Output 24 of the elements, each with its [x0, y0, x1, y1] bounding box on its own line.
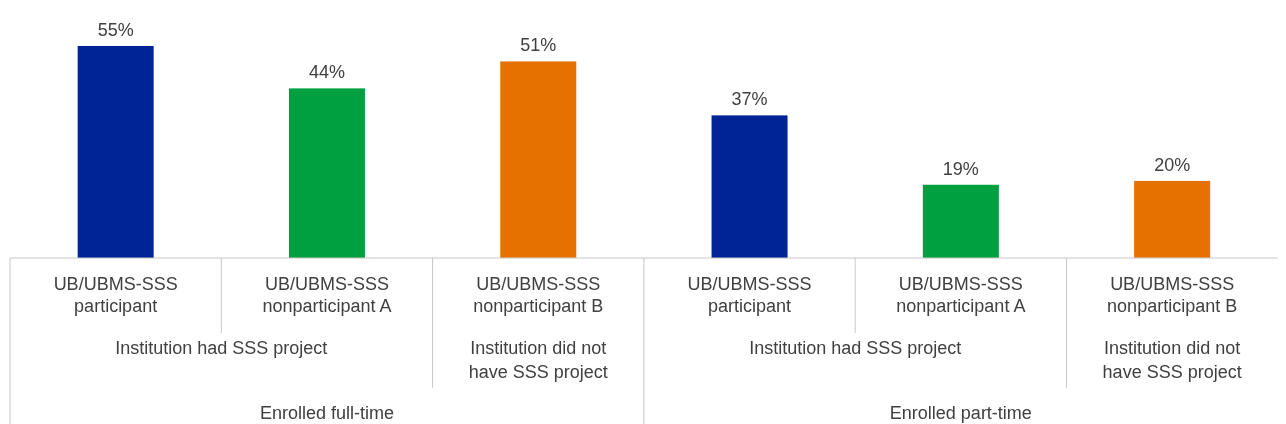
x-tick-label: UB/UBMS-SSS nonparticipant B — [473, 274, 604, 316]
bar — [500, 61, 577, 258]
bar — [288, 88, 365, 258]
x-tick-label: UB/UBMS-SSS nonparticipant A — [896, 274, 1026, 316]
text: Institution did not have SSS project — [468, 338, 608, 382]
data-label: 37% — [731, 89, 768, 110]
x-tick-label: UB/UBMS-SSS participant — [687, 274, 812, 316]
text: Enrolled part-time — [889, 403, 1032, 423]
text: Institution did not have SSS project — [1102, 338, 1242, 382]
bar — [1134, 180, 1211, 258]
data-label: 51% — [520, 35, 557, 56]
text: Institution had SSS project — [115, 338, 328, 358]
bar — [77, 46, 154, 258]
data-label: 20% — [1154, 154, 1191, 175]
data-label: 44% — [308, 62, 345, 83]
x-tick-label: UB/UBMS-SSS nonparticipant B — [1107, 274, 1238, 316]
text: Enrolled full-time — [259, 403, 394, 423]
data-label: 55% — [97, 20, 134, 40]
data-label: 19% — [942, 158, 979, 179]
bar — [922, 184, 999, 258]
text: Institution had SSS project — [749, 338, 962, 358]
x-tick-label: UB/UBMS-SSS participant — [53, 274, 178, 316]
bar — [711, 115, 788, 258]
x-tick-label: UB/UBMS-SSS nonparticipant A — [262, 274, 392, 316]
